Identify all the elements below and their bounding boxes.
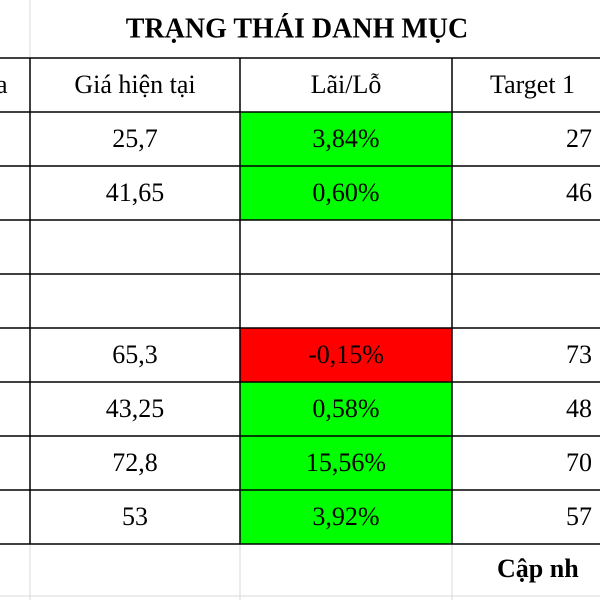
price-cell: 43,25: [106, 394, 165, 423]
table: a Giá hiện tại Lãi/Lỗ Target 1 25,7 3,84% 27 41…: [0, 57, 600, 545]
header-cell: Lãi/Lỗ: [311, 70, 382, 99]
loss-cell: [240, 328, 452, 382]
pl-cell: -0,15%: [308, 340, 384, 369]
gain-cell: [240, 490, 452, 544]
gain-cell: [240, 436, 452, 490]
price-cell: 53: [122, 502, 148, 531]
target-cell: 73: [566, 340, 592, 369]
price-cell: 65,3: [112, 340, 158, 369]
gain-cell: [240, 166, 452, 220]
pl-cell: 15,56%: [306, 448, 386, 477]
target-cell: 27: [566, 124, 592, 153]
title: TRẠNG THÁI DANH MỤC: [126, 13, 469, 44]
gain-cell: [240, 112, 452, 166]
header-cell: Giá hiện tại: [74, 70, 195, 99]
target-cell: 70: [566, 448, 592, 477]
gain-cell: [240, 382, 452, 436]
pl-cell: 3,92%: [312, 502, 379, 531]
price-cell: 72,8: [112, 448, 158, 477]
target-cell: 48: [566, 394, 592, 423]
pl-cell: 0,60%: [312, 178, 379, 207]
pl-cell: 0,58%: [312, 394, 379, 423]
target-cell: 57: [566, 502, 592, 531]
pl-cell: 3,84%: [312, 124, 379, 153]
footer: Cập nh: [497, 554, 579, 583]
price-cell: 41,65: [106, 178, 165, 207]
header-cell: a: [0, 70, 8, 99]
price-cell: 25,7: [112, 124, 158, 153]
target-cell: 46: [566, 178, 592, 207]
header-cell: Target 1: [490, 70, 575, 99]
